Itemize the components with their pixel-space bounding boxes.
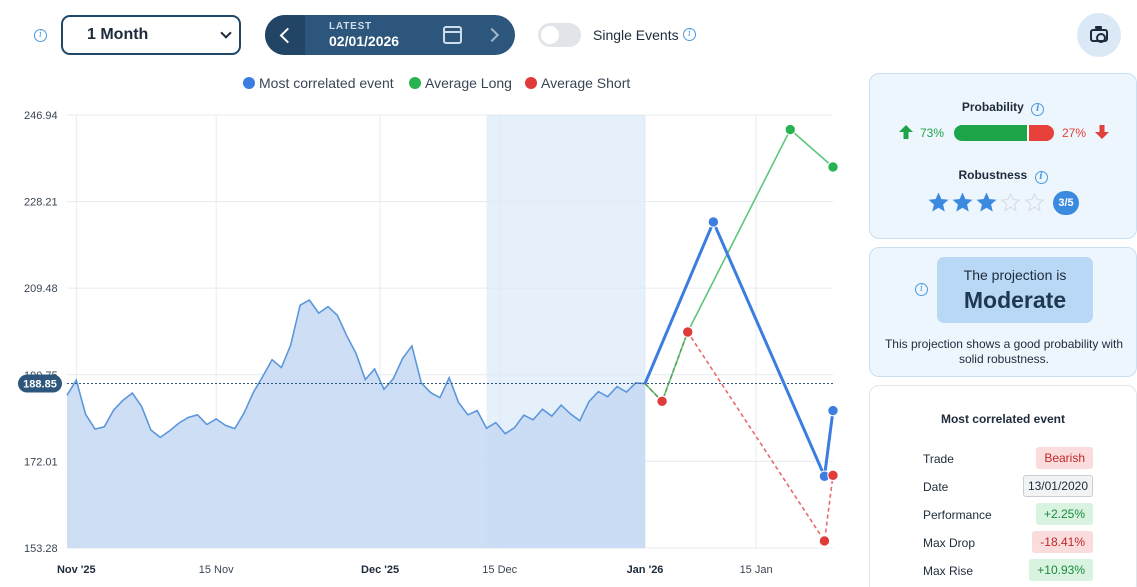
event-row: Date 13/01/2020 (923, 475, 1093, 497)
camera-icon (1090, 26, 1108, 43)
event-row-value: Bearish (1036, 447, 1093, 469)
legend-label: Average Long (425, 75, 512, 91)
series-point[interactable] (784, 123, 796, 136)
probability-info-icon[interactable]: i (1031, 103, 1045, 116)
projection-chart: Most correlated event Average Long Average… (18, 75, 839, 576)
y-tick-label: 172.01 (24, 456, 58, 468)
event-row-label: Date (923, 480, 949, 494)
event-row-label: Max Drop (923, 536, 976, 550)
robustness-info-icon[interactable]: i (1034, 171, 1048, 184)
projection-panel: i The projection is Moderate This projec… (869, 247, 1137, 377)
history-area (67, 300, 645, 548)
legend-item[interactable]: Average Long (409, 75, 512, 91)
robustness-stars (928, 192, 1045, 214)
period-select[interactable]: 1 Month (61, 15, 241, 55)
series-layer (643, 123, 839, 547)
y-tick-label: 209.48 (24, 283, 58, 295)
series-point[interactable] (827, 404, 839, 417)
event-row-label: Trade (923, 452, 954, 466)
probability-long-value: 73% (920, 126, 945, 140)
x-tick-label: 15 Dec (482, 564, 517, 576)
event-row-value: -18.41% (1032, 531, 1093, 553)
star-icon (1024, 192, 1045, 212)
legend-label: Most correlated event (259, 75, 394, 91)
date-navigator: LATEST 02/01/2026 (265, 15, 515, 55)
event-row-value: +2.25% (1035, 503, 1093, 525)
x-tick-label: Dec '25 (361, 564, 399, 576)
chevron-left-icon[interactable] (265, 15, 305, 55)
projection-box: The projection is Moderate (937, 257, 1093, 323)
current-value-badge-bg (18, 374, 62, 393)
chevron-down-icon (220, 27, 232, 39)
period-select-value: 1 Month (87, 26, 149, 43)
legend-item[interactable]: Average Short (525, 75, 630, 91)
legend-marker (243, 77, 255, 89)
y-tick-label: 153.28 (24, 543, 58, 555)
screenshot-button[interactable] (1077, 13, 1121, 57)
event-row: Trade Bearish (923, 447, 1093, 469)
arrow-up-icon (899, 125, 913, 139)
probability-panel: Probability i 73% 27% Robustness i 3/5 (869, 73, 1137, 239)
probability-bar (954, 125, 1054, 141)
x-tick-label: 15 Nov (199, 564, 234, 576)
series-point[interactable] (827, 469, 839, 482)
chevron-right-icon[interactable] (475, 15, 515, 55)
legend-marker (525, 77, 537, 89)
y-tick-label: 228.21 (24, 197, 58, 209)
projection-description: This projection shows a good probability… (884, 337, 1124, 366)
single-events-toggle[interactable] (538, 23, 581, 47)
event-row-label: Performance (923, 508, 992, 522)
x-tick-label: Jan '26 (627, 564, 664, 576)
probability-bar-short (1027, 125, 1054, 141)
current-value-badge: 188.85 (18, 374, 62, 393)
single-events-label: Single Events (593, 27, 679, 43)
calendar-icon[interactable] (443, 26, 462, 44)
history-line (66, 299, 646, 439)
event-row: Performance +2.25% (923, 503, 1093, 525)
current-value-label: 188.85 (23, 379, 57, 391)
star-icon (1000, 192, 1021, 212)
series-point[interactable] (818, 535, 831, 547)
single-events-info-icon[interactable]: i (683, 28, 696, 41)
latest-date[interactable]: 02/01/2026 (329, 33, 400, 49)
legend-item[interactable]: Most correlated event (243, 75, 394, 91)
event-row-label: Max Rise (923, 564, 974, 578)
event-row: Max Drop -18.41% (923, 531, 1093, 553)
series-point[interactable] (707, 216, 720, 228)
robustness-title: Robustness i (870, 168, 1136, 184)
probability-title: Probability i (870, 100, 1136, 116)
probability-title-text: Probability (961, 100, 1024, 114)
probability-bar-long (954, 125, 1027, 141)
x-tick-label: Nov '25 (57, 564, 96, 576)
star-icon (976, 192, 997, 212)
series-point[interactable] (827, 161, 839, 173)
latest-label: LATEST (329, 21, 372, 32)
event-row-value: +10.93% (1029, 559, 1093, 581)
event-panel: Most correlated event Trade Bearish Date 13… (869, 385, 1137, 587)
projection-pre: The projection is (963, 267, 1067, 283)
projection-level: Moderate (963, 287, 1067, 313)
projection-info-icon[interactable]: i (915, 283, 928, 296)
legend-marker (409, 77, 421, 89)
probability-short-value: 27% (1062, 126, 1087, 140)
period-info-icon[interactable]: i (34, 29, 47, 42)
star-icon (928, 192, 949, 212)
x-tick-label: 15 Jan (740, 564, 773, 576)
series-line (643, 218, 835, 482)
legend-label: Average Short (541, 75, 630, 91)
series-point[interactable] (656, 395, 668, 408)
event-row: Max Rise +10.93% (923, 559, 1093, 581)
series-point[interactable] (682, 326, 694, 338)
event-title: Most correlated event (940, 412, 1066, 426)
robustness-badge: 3/5 (1053, 191, 1079, 215)
event-row-value: 13/01/2020 (1022, 475, 1093, 497)
arrow-down-icon (1095, 125, 1109, 139)
chart-legend: Most correlated event Average Long Average… (243, 75, 630, 91)
y-tick-label: 246.94 (24, 110, 58, 122)
star-icon (952, 192, 973, 212)
robustness-title-text: Robustness (958, 168, 1028, 182)
